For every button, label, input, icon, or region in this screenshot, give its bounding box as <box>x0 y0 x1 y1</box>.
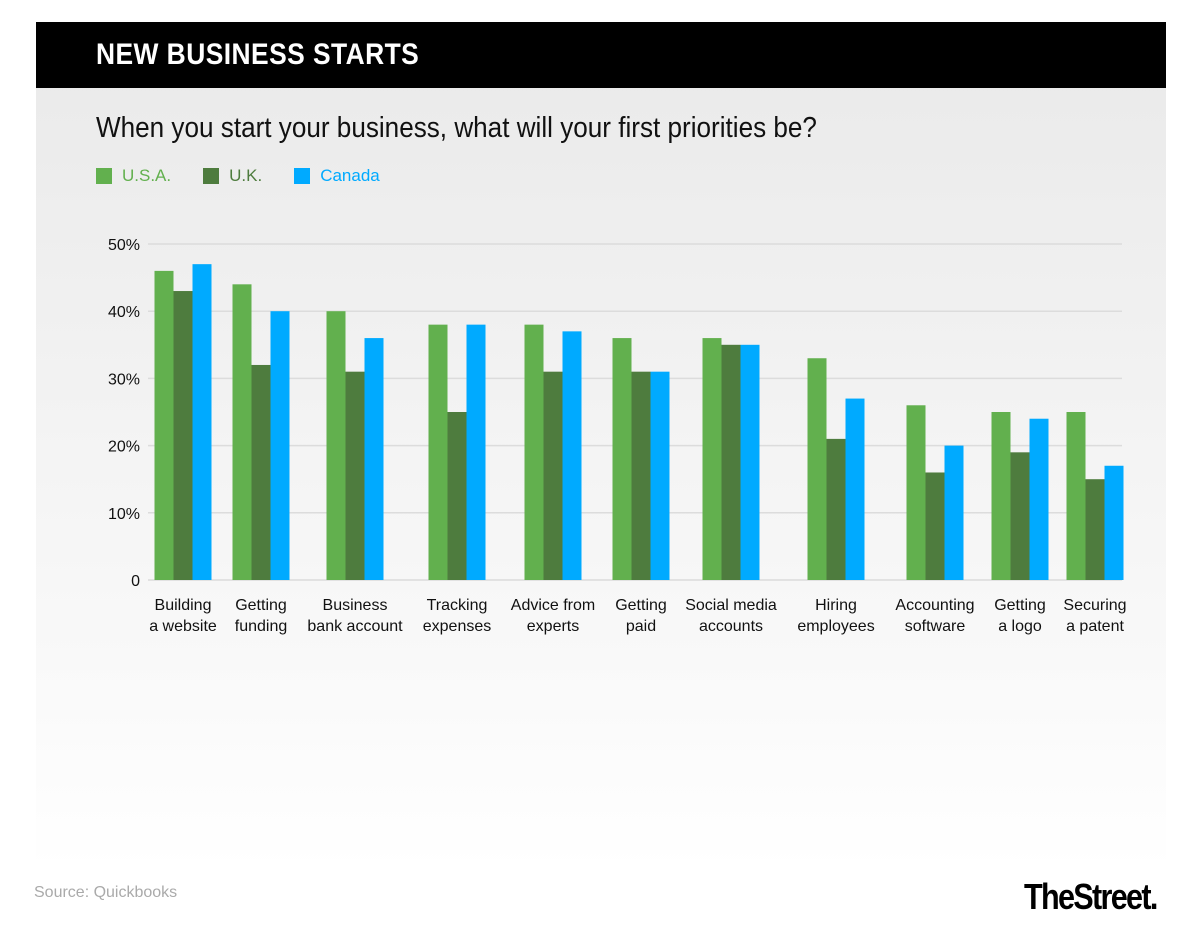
x-tick-label: paid <box>626 618 656 635</box>
bar-uk <box>345 371 365 580</box>
x-tick-label: Hiring <box>815 597 857 614</box>
x-tick-label: funding <box>235 618 288 635</box>
legend-swatch <box>203 168 220 184</box>
legend-item-canada: Canada <box>294 166 380 186</box>
bar-uk <box>543 371 563 580</box>
bar-usa <box>154 270 174 580</box>
x-tick-label: a website <box>149 618 217 635</box>
y-tick-label: 0 <box>131 573 140 590</box>
x-tick-label: a logo <box>998 618 1042 635</box>
x-tick-label: a patent <box>1066 618 1124 635</box>
x-tick-label: Getting <box>235 597 287 614</box>
bar-usa <box>612 338 632 580</box>
bar-canada <box>364 338 384 580</box>
bar-uk <box>1010 452 1030 580</box>
header-title: NEW BUSINESS STARTS <box>96 38 420 71</box>
x-tick-label: Tracking <box>427 597 488 614</box>
bar-canada <box>845 398 865 580</box>
bar-uk <box>631 371 651 580</box>
x-tick-label: Advice from <box>511 597 595 614</box>
bar-uk <box>826 438 846 580</box>
bar-canada <box>270 311 290 580</box>
y-tick-label: 40% <box>108 304 140 321</box>
bar-usa <box>524 324 544 580</box>
x-tick-label: Securing <box>1063 597 1126 614</box>
bar-usa <box>807 358 827 580</box>
legend-swatch <box>96 168 112 184</box>
legend-label: U.S.A. <box>122 166 172 185</box>
x-tick-label: Accounting <box>895 597 974 614</box>
bar-uk <box>251 364 271 580</box>
x-tick-label: bank account <box>307 618 403 635</box>
y-tick-label: 10% <box>108 506 140 523</box>
x-tick-label: Getting <box>615 597 667 614</box>
bar-canada <box>192 264 212 580</box>
y-tick-label: 50% <box>108 237 140 254</box>
x-tick-label: Building <box>155 597 212 614</box>
bar-usa <box>326 311 346 580</box>
bar-canada <box>944 445 964 580</box>
x-tick-label: accounts <box>699 618 763 635</box>
bar-canada <box>1029 418 1049 580</box>
bar-usa <box>232 284 252 580</box>
bar-uk <box>173 291 193 580</box>
bar-usa <box>991 412 1011 580</box>
thestreet-logo: TheStreet. <box>1024 876 1158 917</box>
legend-swatch <box>294 168 311 184</box>
y-tick-label: 20% <box>108 439 140 456</box>
header-bar: NEW BUSINESS STARTS <box>36 22 1166 88</box>
bar-usa <box>906 405 926 580</box>
y-tick-label: 30% <box>108 371 140 388</box>
bar-canada <box>562 331 582 580</box>
bar-uk <box>1085 479 1105 580</box>
x-tick-label: Social media <box>685 597 777 614</box>
legend-label: Canada <box>320 166 380 185</box>
legend-item-uk: U.K. <box>203 166 262 186</box>
chart-title: When you start your business, what will … <box>96 112 817 144</box>
source-note: Source: Quickbooks <box>34 884 178 901</box>
bar-usa <box>1066 412 1086 580</box>
legend: U.S.A. U.K. Canada <box>96 166 380 186</box>
bar-canada <box>466 324 486 580</box>
legend-item-usa: U.S.A. <box>96 166 171 186</box>
bar-canada <box>740 344 760 580</box>
bar-canada <box>650 371 670 580</box>
bar-usa <box>702 338 722 580</box>
bar-uk <box>721 344 741 580</box>
bar-uk <box>925 472 945 580</box>
bar-canada <box>1104 465 1124 580</box>
legend-label: U.K. <box>229 166 263 185</box>
x-tick-label: experts <box>527 618 579 635</box>
x-tick-label: expenses <box>423 618 492 635</box>
x-tick-label: software <box>905 618 966 635</box>
x-tick-label: Getting <box>994 597 1046 614</box>
bar-usa <box>428 324 448 580</box>
x-tick-label: employees <box>797 618 874 635</box>
x-tick-label: Business <box>323 597 388 614</box>
bar-uk <box>447 412 467 580</box>
